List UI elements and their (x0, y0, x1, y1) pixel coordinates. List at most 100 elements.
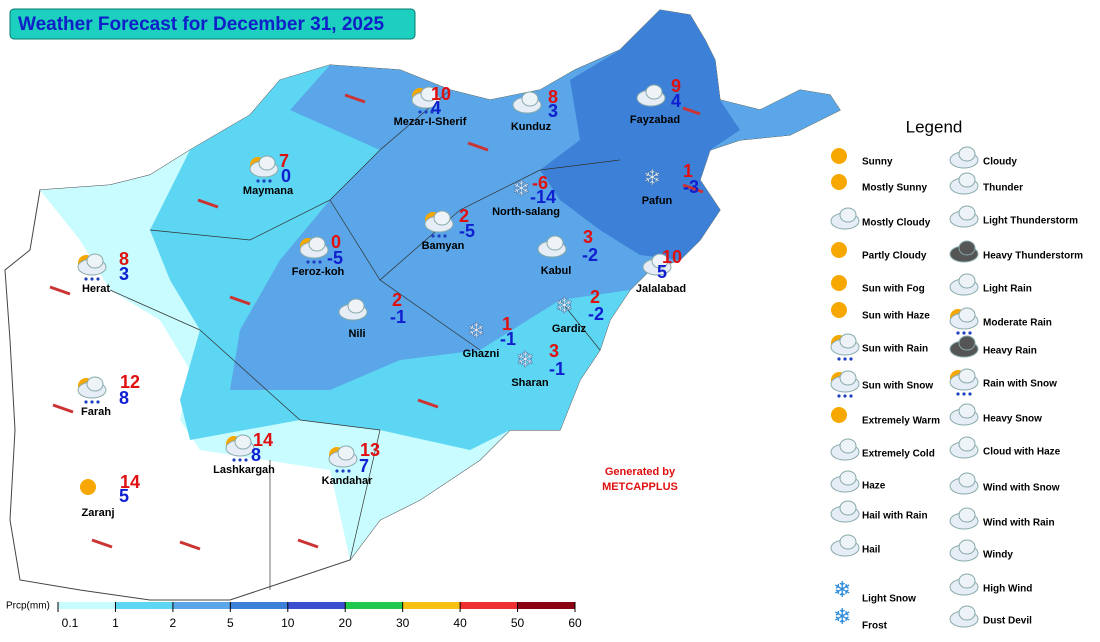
max-temp: 1 (502, 314, 512, 334)
legend-label: Cloud with Haze (983, 447, 1061, 458)
drop-icon (849, 357, 853, 361)
drop-icon (443, 234, 447, 238)
max-temp: 8 (119, 249, 129, 269)
legend-label: Cloudy (983, 157, 1017, 168)
city-name: Farah (81, 406, 111, 418)
cloud-icon (958, 335, 976, 351)
min-temp: -3 (683, 177, 699, 197)
city-name: Jalalabad (636, 283, 686, 295)
cloud-icon (958, 205, 976, 221)
max-temp: 3 (549, 341, 559, 361)
drop-icon (244, 458, 248, 462)
city-name: Feroz-koh (292, 266, 345, 278)
max-temp: 2 (459, 206, 469, 226)
scale-title: Prcp(mm) (6, 601, 50, 612)
map-base (4, 9, 841, 601)
max-temp: 2 (392, 290, 402, 310)
title-box: Weather Forecast for December 31, 2025 (9, 8, 416, 40)
city-name: Kunduz (511, 121, 552, 133)
max-temp: -6 (532, 173, 548, 193)
cloud-icon (258, 155, 276, 171)
cloud-icon (958, 573, 976, 589)
title: Weather Forecast for December 31, 2025 (18, 14, 385, 35)
drop-icon (90, 277, 94, 281)
min-temp: -5 (459, 221, 475, 241)
min-temp: 5 (657, 262, 667, 282)
sun-icon (80, 479, 96, 495)
max-temp: 14 (120, 472, 140, 492)
cloud-icon (651, 253, 669, 269)
legend-label: Hail (862, 545, 881, 556)
city-name: Maymana (243, 185, 294, 197)
legend-label: Heavy Rain (983, 346, 1037, 357)
cloud-icon (546, 235, 564, 251)
cloud-icon (234, 434, 252, 450)
city-name: Ghazni (463, 348, 500, 360)
drop-icon (962, 392, 966, 396)
min-temp: -1 (390, 307, 406, 327)
snow-icon: ❄ (512, 176, 530, 201)
drop-icon (837, 357, 841, 361)
cloud-icon (347, 298, 365, 314)
cloud-icon (958, 403, 976, 419)
max-temp: 1 (683, 161, 693, 181)
city-name: Pafun (642, 195, 673, 207)
legend-label: Light Snow (862, 594, 916, 605)
snow-icon: ❄ (516, 347, 534, 372)
credit: Generated by (605, 466, 676, 478)
max-temp: 10 (431, 84, 451, 104)
cloud-icon (420, 86, 438, 102)
city-name: Kabul (541, 265, 572, 277)
legend-label: Partly Cloudy (862, 251, 927, 262)
cloud-icon (958, 307, 976, 323)
drop-icon (312, 260, 316, 264)
city-name: Kandahar (322, 475, 373, 487)
min-temp: -1 (549, 359, 565, 379)
min-temp: 3 (119, 264, 129, 284)
snow-icon: ❄ (467, 318, 485, 343)
city-name: Fayzabad (630, 114, 680, 126)
cloud-icon (839, 500, 857, 516)
scale-segment (345, 602, 403, 609)
max-temp: 3 (583, 227, 593, 247)
drop-icon (96, 277, 100, 281)
drop-icon (238, 458, 242, 462)
legend-label: Sunny (862, 157, 893, 168)
legend-label: Moderate Rain (983, 318, 1052, 329)
scale-segment (58, 602, 116, 609)
city-name: Zaranj (81, 507, 114, 519)
cloud-icon (433, 210, 451, 226)
max-temp: 2 (590, 287, 600, 307)
cloud-icon (839, 333, 857, 349)
legend-label: Extremely Cold (862, 449, 935, 460)
max-temp: 8 (548, 87, 558, 107)
legend-label: Thunder (983, 183, 1023, 194)
sun-icon (831, 174, 847, 190)
drop-icon (956, 331, 960, 335)
min-temp: -2 (588, 304, 604, 324)
min-temp: 8 (119, 388, 129, 408)
legend-label: Extremely Warm (862, 416, 940, 427)
sun-icon (831, 407, 847, 423)
scale-label: 30 (396, 616, 410, 630)
drop-icon (849, 394, 853, 398)
cloud-icon (958, 146, 976, 162)
scale-label: 2 (170, 616, 177, 630)
scale-label: 50 (511, 616, 525, 630)
city-name: Nili (348, 328, 365, 340)
legend-label: Sun with Haze (862, 311, 930, 322)
scale-segment (460, 602, 518, 609)
drop-icon (968, 392, 972, 396)
drop-icon (335, 469, 339, 473)
scale-segment (230, 602, 288, 609)
legend-label: Windy (983, 550, 1013, 561)
scale-segment (402, 602, 461, 609)
cloud-icon (958, 273, 976, 289)
cloud-icon (839, 470, 857, 486)
drop-icon (843, 357, 847, 361)
cloud-icon (958, 368, 976, 384)
scale-label: 10 (281, 616, 295, 630)
drop-icon (837, 394, 841, 398)
legend-label: Heavy Snow (983, 414, 1042, 425)
